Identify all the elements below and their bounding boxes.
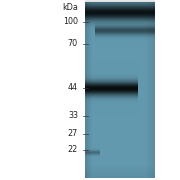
Text: 27: 27 [68,129,78,138]
Text: 70: 70 [68,39,78,48]
Text: 44: 44 [68,84,78,93]
Text: kDa: kDa [62,3,78,12]
Text: 100: 100 [63,17,78,26]
Text: 33: 33 [68,111,78,120]
Text: 22: 22 [68,145,78,154]
